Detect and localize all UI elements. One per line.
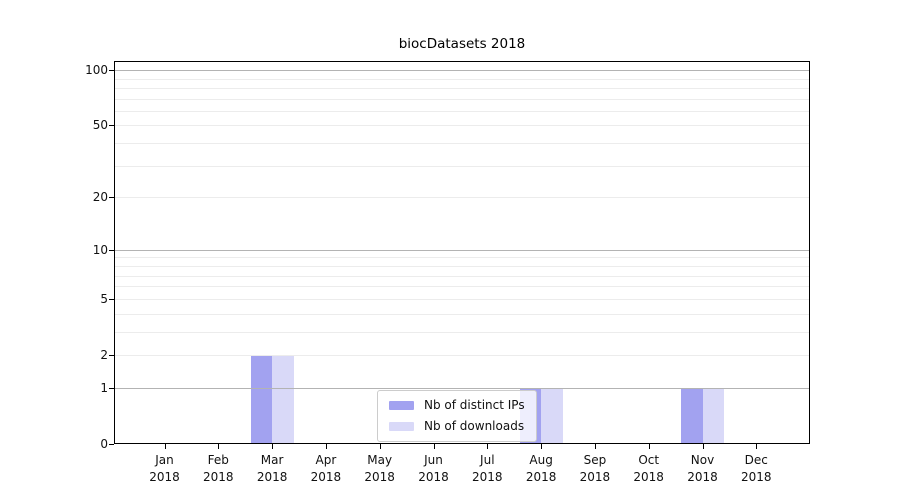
x-axis-tick xyxy=(703,444,704,449)
gridline-minor xyxy=(115,88,809,89)
y-tick-label: 100 xyxy=(85,63,108,77)
y-axis-tick xyxy=(109,299,114,300)
x-tick-year: 2018 xyxy=(364,470,395,484)
x-tick-month: Aug xyxy=(529,453,553,467)
gridline-minor xyxy=(115,276,809,277)
x-axis-tick xyxy=(380,444,381,449)
gridline-minor xyxy=(115,286,809,287)
x-tick-month: May xyxy=(367,453,393,467)
gridline-minor xyxy=(115,266,809,267)
gridline-minor xyxy=(115,299,809,300)
legend-label-downloads: Nb of downloads xyxy=(424,419,525,433)
x-axis-tick xyxy=(218,444,219,449)
x-tick-month: Jul xyxy=(480,453,495,467)
x-tick-month: Feb xyxy=(207,453,229,467)
x-tick-label: Sep 2018 xyxy=(565,452,625,486)
gridline-minor xyxy=(115,143,809,144)
bar-downloads-mar xyxy=(272,354,294,443)
y-tick-label: 20 xyxy=(92,190,108,204)
bar-distinct-ips-nov xyxy=(681,387,703,443)
x-tick-label: Dec 2018 xyxy=(726,452,786,486)
chart-title: biocDatasets 2018 xyxy=(398,36,526,52)
x-tick-label: Jan 2018 xyxy=(135,452,195,486)
x-axis-tick xyxy=(434,444,435,449)
x-tick-label: Mar 2018 xyxy=(242,452,302,486)
y-tick-label: 2 xyxy=(100,348,108,362)
gridline-minor xyxy=(115,111,809,112)
gridline-minor xyxy=(115,197,809,198)
legend-swatch-downloads xyxy=(389,422,414,431)
y-axis-tick xyxy=(109,250,114,251)
x-tick-month: Oct xyxy=(638,453,660,467)
bar-downloads-aug xyxy=(541,387,563,443)
x-tick-year: 2018 xyxy=(687,470,718,484)
gridline-major xyxy=(115,250,809,251)
legend-swatch-distinct-ips xyxy=(389,401,414,410)
bar-distinct-ips-mar xyxy=(250,354,273,443)
bar-downloads-nov xyxy=(702,387,724,443)
x-tick-year: 2018 xyxy=(256,470,288,484)
y-axis-tick xyxy=(109,125,114,126)
x-tick-month: Apr xyxy=(315,453,337,467)
y-tick-label: 50 xyxy=(92,118,108,132)
x-axis-tick xyxy=(487,444,488,449)
y-axis-tick xyxy=(109,388,114,389)
gridline-minor xyxy=(115,332,809,333)
x-axis-tick xyxy=(595,444,596,449)
x-tick-month: Jan xyxy=(155,453,174,467)
x-axis-tick xyxy=(541,444,542,449)
x-tick-year: 2018 xyxy=(472,470,503,484)
x-tick-label: Jul 2018 xyxy=(457,452,517,486)
y-axis-tick xyxy=(109,444,114,445)
y-tick-label: 10 xyxy=(92,243,108,257)
x-tick-label: Jun 2018 xyxy=(404,452,464,486)
gridline-major xyxy=(115,388,809,389)
y-axis-tick xyxy=(109,355,114,356)
y-axis-tick xyxy=(109,197,114,198)
y-tick-label: 5 xyxy=(100,292,108,306)
y-tick-label: 1 xyxy=(100,381,108,395)
gridline-minor xyxy=(115,355,809,356)
x-tick-label: May 2018 xyxy=(350,452,410,486)
x-axis-tick xyxy=(165,444,166,449)
x-tick-label: Apr 2018 xyxy=(296,452,356,486)
x-axis-tick xyxy=(326,444,327,449)
x-axis-tick xyxy=(756,444,757,449)
gridline-minor xyxy=(115,166,809,167)
x-tick-label: Oct 2018 xyxy=(619,452,679,486)
x-tick-month: Mar xyxy=(260,453,284,467)
y-tick-label: 0 xyxy=(100,437,108,451)
x-axis-tick xyxy=(649,444,650,449)
x-tick-month: Sep xyxy=(583,453,607,467)
x-tick-label: Feb 2018 xyxy=(188,452,248,486)
x-tick-month: Dec xyxy=(744,453,768,467)
legend: Nb of distinct IPs Nb of downloads xyxy=(377,390,537,442)
gridline-minor xyxy=(115,314,809,315)
x-tick-year: 2018 xyxy=(203,470,234,484)
legend-item-downloads: Nb of downloads xyxy=(389,418,525,435)
gridline-minor xyxy=(115,79,809,80)
x-tick-year: 2018 xyxy=(418,470,449,484)
x-tick-year: 2018 xyxy=(579,470,611,484)
x-tick-year: 2018 xyxy=(310,470,342,484)
y-axis-tick xyxy=(109,70,114,71)
gridline-major xyxy=(115,70,809,71)
x-axis-tick xyxy=(272,444,273,449)
legend-item-distinct-ips: Nb of distinct IPs xyxy=(389,397,525,414)
gridline-minor xyxy=(115,257,809,258)
x-tick-year: 2018 xyxy=(525,470,557,484)
x-tick-year: 2018 xyxy=(741,470,772,484)
gridline-minor xyxy=(115,125,809,126)
x-tick-label: Aug 2018 xyxy=(511,452,571,486)
x-tick-year: 2018 xyxy=(149,470,180,484)
x-tick-label: Nov 2018 xyxy=(673,452,733,486)
x-tick-month: Nov xyxy=(690,453,715,467)
x-tick-year: 2018 xyxy=(633,470,664,484)
plot-area xyxy=(114,61,810,444)
gridline-minor xyxy=(115,99,809,100)
x-tick-month: Jun xyxy=(424,453,443,467)
legend-label-distinct-ips: Nb of distinct IPs xyxy=(424,398,525,412)
